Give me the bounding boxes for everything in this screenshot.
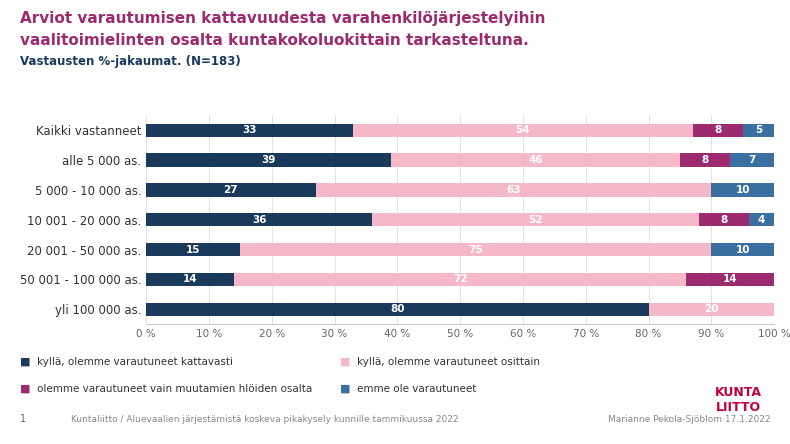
Text: 15: 15 [186,245,201,254]
Text: 8: 8 [702,155,709,165]
Text: 10: 10 [735,185,750,195]
Bar [391,154,680,167]
Text: 39: 39 [261,155,276,165]
Text: ■: ■ [340,357,350,367]
Text: ■: ■ [20,357,30,367]
Bar [316,183,711,197]
Text: 7: 7 [749,155,756,165]
Bar [372,213,699,226]
Text: Kuntaliitto / Aluevaalien järjestämistä koskeva pikakysely kunnille tammikuussa : Kuntaliitto / Aluevaalien järjestämistä … [71,415,459,424]
Text: emme ole varautuneet: emme ole varautuneet [357,384,476,393]
Text: 10: 10 [735,245,750,254]
Text: vaalitoimielinten osalta kuntakokoluokittain tarkasteltuna.: vaalitoimielinten osalta kuntakokoluokit… [20,33,529,48]
Bar [146,213,372,226]
Text: Arviot varautumisen kattavuudesta varahenkilöjärjestelyihin: Arviot varautumisen kattavuudesta varahe… [20,11,545,26]
Text: Marianne Pekola-Sjöblom 17.1.2022: Marianne Pekola-Sjöblom 17.1.2022 [608,415,770,424]
Text: 36: 36 [252,215,266,225]
Text: 1: 1 [20,414,26,424]
Bar [146,243,240,256]
Text: 80: 80 [390,304,404,314]
Bar [146,123,353,137]
Text: 27: 27 [224,185,239,195]
Text: olemme varautuneet vain muutamien hlöiden osalta: olemme varautuneet vain muutamien hlöide… [37,384,312,393]
Text: 14: 14 [182,274,198,285]
Bar [743,123,774,137]
Text: ■: ■ [20,384,30,393]
Bar [240,243,711,256]
Bar [711,243,774,256]
Text: 52: 52 [529,215,543,225]
Bar [693,123,743,137]
Text: 72: 72 [453,274,468,285]
Bar [749,213,774,226]
Bar [146,183,316,197]
Bar [146,273,234,286]
Text: 33: 33 [243,125,257,135]
Bar [234,273,687,286]
Text: ■: ■ [340,384,350,393]
Text: 5: 5 [755,125,762,135]
Text: kyllä, olemme varautuneet kattavasti: kyllä, olemme varautuneet kattavasti [37,357,233,367]
Text: Vastausten %-jakaumat. (N=183): Vastausten %-jakaumat. (N=183) [20,56,240,68]
Text: 63: 63 [506,185,521,195]
Bar [730,154,774,167]
Text: 75: 75 [468,245,483,254]
Bar [353,123,693,137]
Text: 8: 8 [720,215,728,225]
Bar [680,154,730,167]
Text: 14: 14 [723,274,738,285]
Text: 54: 54 [516,125,530,135]
Bar [699,213,749,226]
Text: 8: 8 [714,125,721,135]
Bar [711,183,774,197]
Text: 4: 4 [758,215,766,225]
Bar [146,302,649,316]
Text: 20: 20 [704,304,719,314]
Bar [649,302,774,316]
Bar [687,273,774,286]
Text: kyllä, olemme varautuneet osittain: kyllä, olemme varautuneet osittain [357,357,540,367]
Bar [146,154,391,167]
Text: 46: 46 [529,155,543,165]
Text: KUNTA
LIITTO: KUNTA LIITTO [715,385,762,414]
